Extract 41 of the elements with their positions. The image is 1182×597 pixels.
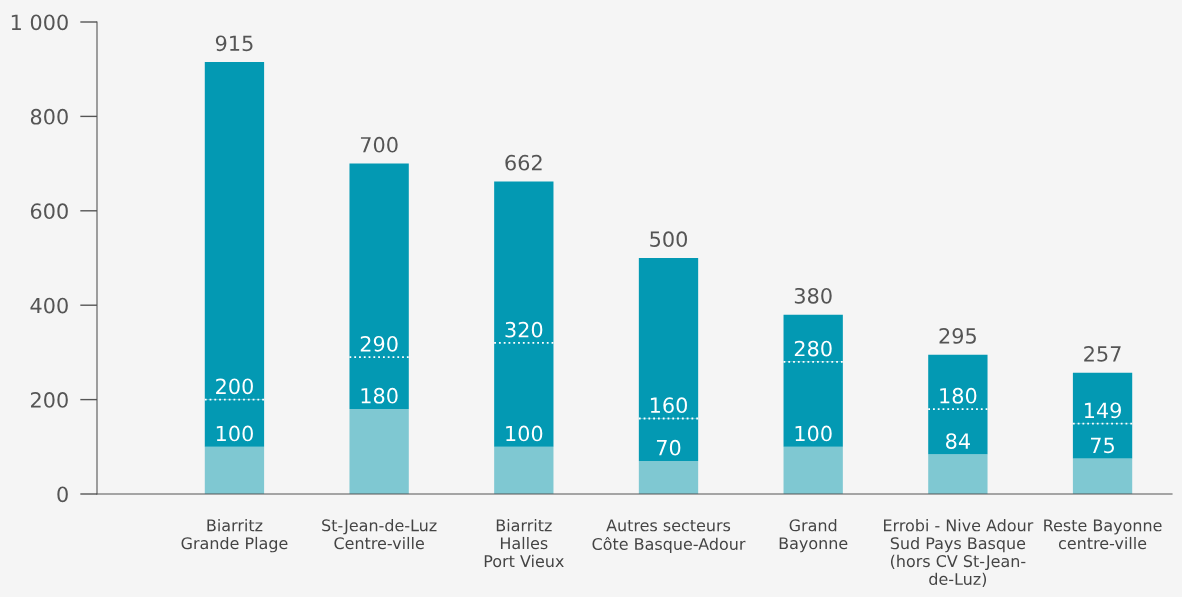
x-tick-label: Autres secteurs Côte Basque-Adour: [592, 519, 746, 554]
y-tick-label: 1 000: [11, 14, 68, 31]
annotation: 149: [1084, 402, 1121, 419]
annotation: 100: [506, 425, 543, 442]
bar: [1072, 458, 1133, 494]
annotation: 180: [940, 387, 977, 404]
bar: [638, 460, 699, 494]
bar: [494, 446, 554, 494]
x-tick-label: Errobi - Nive Adour Sud Pays Basque (hors CV St-Jean- de-Luz): [884, 519, 1034, 587]
annotation: 180: [361, 387, 398, 404]
total-label: 915: [215, 35, 253, 52]
x-tick-label: Reste Bayonne centre-ville: [1044, 519, 1162, 550]
annotation: 84: [946, 433, 970, 449]
annotation: 200: [216, 378, 253, 395]
annotation: 100: [795, 425, 832, 442]
annotation: 70: [656, 439, 681, 456]
annotation: 280: [794, 340, 832, 357]
x-tick-label: Grand Bayonne: [779, 519, 848, 553]
total-label: 700: [360, 136, 398, 153]
x-tick-label: St-Jean-de-Luz Centre-ville: [322, 519, 437, 550]
annotation: 160: [650, 397, 687, 414]
total-label: 662: [505, 154, 542, 171]
total-label: 257: [1084, 345, 1121, 362]
annotation: 100: [216, 425, 253, 442]
y-tick-label: 200: [30, 392, 68, 408]
annotation: 320: [505, 321, 543, 338]
annotation: 290: [360, 335, 398, 352]
bar: [928, 454, 988, 494]
bar: [349, 409, 409, 494]
y-tick-label: 0: [57, 486, 68, 503]
total-label: 380: [794, 287, 832, 304]
total-label: 500: [650, 231, 687, 248]
y-tick-label: 800: [30, 108, 68, 125]
bar: [783, 446, 843, 494]
y-tick-label: 600: [30, 203, 68, 220]
x-tick-label: Biarritz Halles Port Vieux: [484, 519, 564, 568]
annotation: 75: [1091, 437, 1114, 454]
x-tick-label: Biarritz Grande Plage: [181, 519, 288, 553]
y-tick-label: 400: [30, 297, 68, 314]
total-label: 295: [939, 328, 976, 344]
bar: [204, 446, 265, 494]
